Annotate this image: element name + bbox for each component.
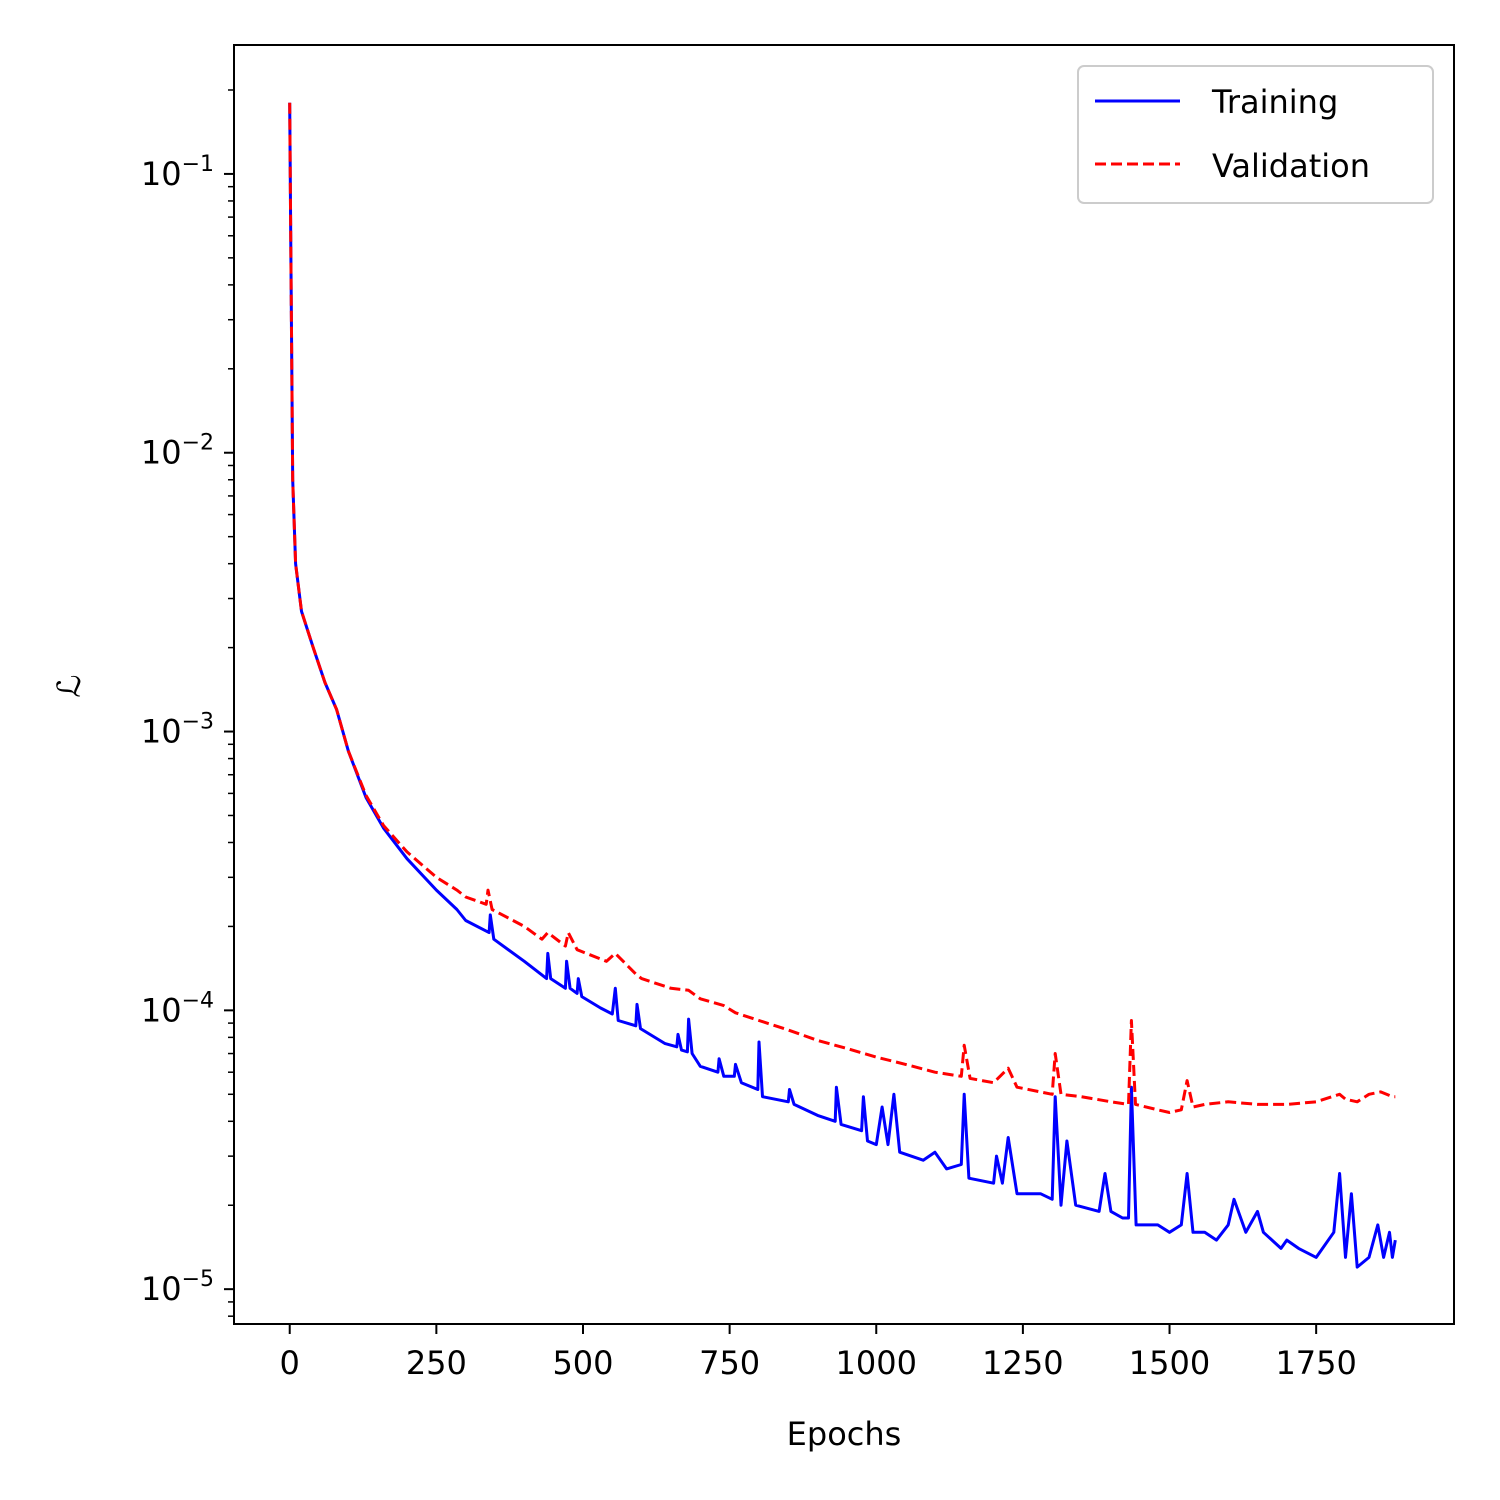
y-tick-label-base: 10	[141, 1270, 182, 1308]
y-tick-label: 10−1	[141, 152, 214, 193]
y-tick-label: 10−2	[141, 431, 214, 472]
legend-label-validation: Validation	[1212, 147, 1370, 185]
y-tick-label-base: 10	[141, 991, 182, 1029]
x-tick-label: 500	[552, 1344, 613, 1382]
x-tick-label: 750	[699, 1344, 760, 1382]
legend-label-training: Training	[1211, 83, 1338, 121]
x-tick-label: 1500	[1129, 1344, 1210, 1382]
y-axis-label: ℒ	[50, 674, 88, 697]
x-tick-label: 250	[406, 1344, 467, 1382]
x-axis: 0 250 500 750 1000 1250 1500 1750	[280, 1324, 1357, 1382]
x-tick-label: 1750	[1275, 1344, 1356, 1382]
x-tick-label: 0	[280, 1344, 300, 1382]
series-line-validation	[288, 102, 1396, 1114]
y-tick-label-exponent: −3	[182, 710, 214, 735]
x-tick-label: 1250	[982, 1344, 1063, 1382]
y-axis: 10−110−210−310−410−5	[141, 89, 234, 1317]
axes-frame	[233, 44, 1455, 1325]
y-tick-label-base: 10	[141, 434, 182, 472]
legend: Training Validation	[1077, 65, 1434, 204]
x-axis-label: Epochs	[787, 1415, 902, 1453]
y-tick-label: 10−3	[141, 710, 214, 751]
x-tick-label: 1000	[836, 1344, 917, 1382]
y-tick-label: 10−5	[141, 1267, 214, 1308]
series-group	[288, 102, 1397, 1269]
y-tick-label-exponent: −5	[182, 1267, 214, 1292]
y-tick-label-exponent: −4	[182, 988, 214, 1013]
y-tick-label-exponent: −1	[182, 152, 214, 177]
y-tick-label-base: 10	[141, 713, 182, 751]
y-tick-label-base: 10	[141, 155, 182, 193]
series-line-training	[288, 102, 1397, 1269]
plot-area	[233, 44, 1455, 1325]
y-tick-label-exponent: −2	[182, 431, 214, 456]
y-tick-label: 10−4	[141, 988, 214, 1029]
